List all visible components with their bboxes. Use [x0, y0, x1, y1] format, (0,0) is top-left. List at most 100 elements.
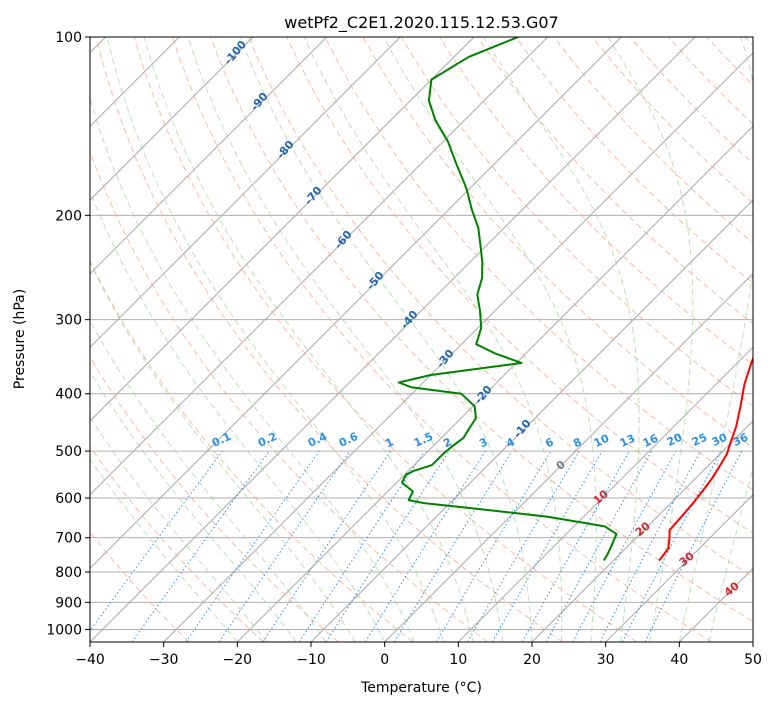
mixing-ratio-line — [218, 450, 351, 642]
mr-label: 0.2 — [256, 430, 279, 450]
x-tick-label: −10 — [296, 652, 326, 668]
mr-label: 0.6 — [337, 430, 360, 450]
y-tick-label: 100 — [55, 30, 82, 46]
dry-adiabat — [706, 37, 753, 86]
isotherm — [90, 37, 254, 201]
dry-adiabat — [744, 37, 753, 47]
dry-adiabat — [171, 37, 712, 642]
dry-adiabat — [90, 531, 190, 642]
mixing-ratio-line — [393, 450, 513, 642]
temperature-profile — [658, 355, 753, 562]
mr-label: 25 — [690, 431, 709, 449]
mixing-ratio-line — [262, 450, 392, 642]
moist-adiabat — [482, 37, 640, 642]
dry-adiabat — [553, 37, 753, 244]
x-axis: −40 −30 −20 −10 0 10 20 30 40 50 — [75, 642, 762, 668]
dewpoint-profile — [397, 37, 618, 561]
plot-area: 0.1 0.2 0.4 0.6 1 1.5 2 3 4 6 8 10 13 16… — [90, 37, 753, 642]
x-tick-label: −20 — [223, 652, 253, 668]
dry-adiabat-label: -10 — [511, 417, 534, 441]
moist-adiabat — [143, 37, 474, 642]
y-tick-label: 900 — [55, 595, 82, 611]
isotherm — [752, 641, 753, 642]
moist-adiabat — [607, 37, 694, 642]
mr-label: 36 — [731, 431, 751, 449]
isotherm — [605, 493, 753, 642]
dry-adiabat — [210, 37, 753, 623]
moist-adiabat — [106, 37, 445, 642]
moist-adiabat — [239, 37, 533, 642]
y-axis: 100 200 300 400 500 600 700 800 900 1000 — [46, 30, 90, 638]
y-tick-label: 300 — [55, 313, 82, 329]
isotherm — [531, 420, 753, 642]
y-tick-label: 700 — [55, 531, 82, 547]
x-tick-label: −30 — [149, 652, 179, 668]
mixing-ratio-line — [131, 450, 270, 642]
x-tick-label: 40 — [670, 652, 688, 668]
dry-adiabat — [90, 259, 414, 642]
dry-adiabat-label: -40 — [398, 308, 421, 332]
mixing-ratio-lines — [90, 450, 743, 642]
y-tick-label: 500 — [55, 444, 82, 460]
mixing-ratio-line — [545, 450, 653, 642]
mr-label: 20 — [665, 431, 685, 449]
mixing-ratio-line — [185, 450, 320, 642]
mr-label: 1 — [383, 435, 395, 450]
mr-label: 8 — [571, 435, 583, 450]
mr-label: 6 — [543, 435, 556, 450]
mixing-ratio-line — [298, 450, 425, 642]
isotherm — [163, 51, 753, 642]
x-tick-label: 10 — [449, 652, 467, 668]
dry-adiabat — [133, 37, 638, 642]
sounding-profiles — [397, 37, 753, 562]
y-tick-label: 1000 — [46, 622, 82, 638]
isotherm — [457, 346, 753, 642]
dry-adiabat — [90, 356, 339, 642]
mr-label: 16 — [641, 432, 661, 450]
mixing-ratio-line — [572, 450, 677, 642]
dry-adiabat-label: -100 — [221, 38, 249, 68]
mr-label: 10 — [592, 432, 612, 450]
x-tick-label: 50 — [744, 652, 762, 668]
mr-label: 1.5 — [412, 430, 435, 450]
isotherm — [678, 567, 753, 642]
y-tick-label: 800 — [55, 565, 82, 581]
mr-label: 13 — [618, 432, 637, 450]
mixing-ratio-line — [90, 450, 223, 632]
x-tick-label: −40 — [75, 652, 105, 668]
isotherm — [310, 199, 753, 642]
dry-adiabat-label: -60 — [332, 228, 355, 252]
mixing-ratio-line — [364, 450, 486, 642]
isotherm — [90, 37, 328, 275]
isotherm — [90, 37, 622, 570]
dry-adiabat — [95, 37, 563, 642]
y-tick-label: 200 — [55, 208, 82, 224]
y-tick-label: 400 — [55, 387, 82, 403]
mixing-ratio-line — [467, 450, 580, 642]
dry-adiabat-label: -20 — [472, 383, 495, 407]
skewed-isotherms — [90, 37, 753, 642]
isotherm — [236, 125, 753, 642]
dry-adiabat-label: -80 — [274, 138, 297, 162]
mixing-ratio-line — [599, 450, 701, 642]
moist-adiabat — [90, 458, 238, 642]
moist-adiabat — [90, 96, 415, 642]
isotherm — [90, 37, 401, 349]
moist-adiabat-label: 30 — [677, 549, 697, 569]
moist-adiabat — [90, 416, 268, 642]
mixing-ratio-line — [644, 450, 743, 642]
moist-adiabat — [303, 37, 563, 642]
isotherm — [90, 37, 475, 422]
dry-adiabat — [668, 37, 753, 125]
mr-label: 30 — [710, 431, 730, 449]
moist-adiabat — [187, 37, 503, 642]
mixing-ratio-line — [325, 450, 450, 642]
moist-adiabat — [90, 370, 297, 642]
moist-adiabat — [90, 189, 386, 642]
dry-adiabat — [591, 37, 753, 204]
pressure-gridlines — [90, 37, 753, 630]
y-axis-label: Pressure (hPa) — [12, 289, 28, 389]
dry-adiabat-label: -30 — [434, 347, 457, 371]
mixing-ratio-line — [521, 450, 630, 642]
